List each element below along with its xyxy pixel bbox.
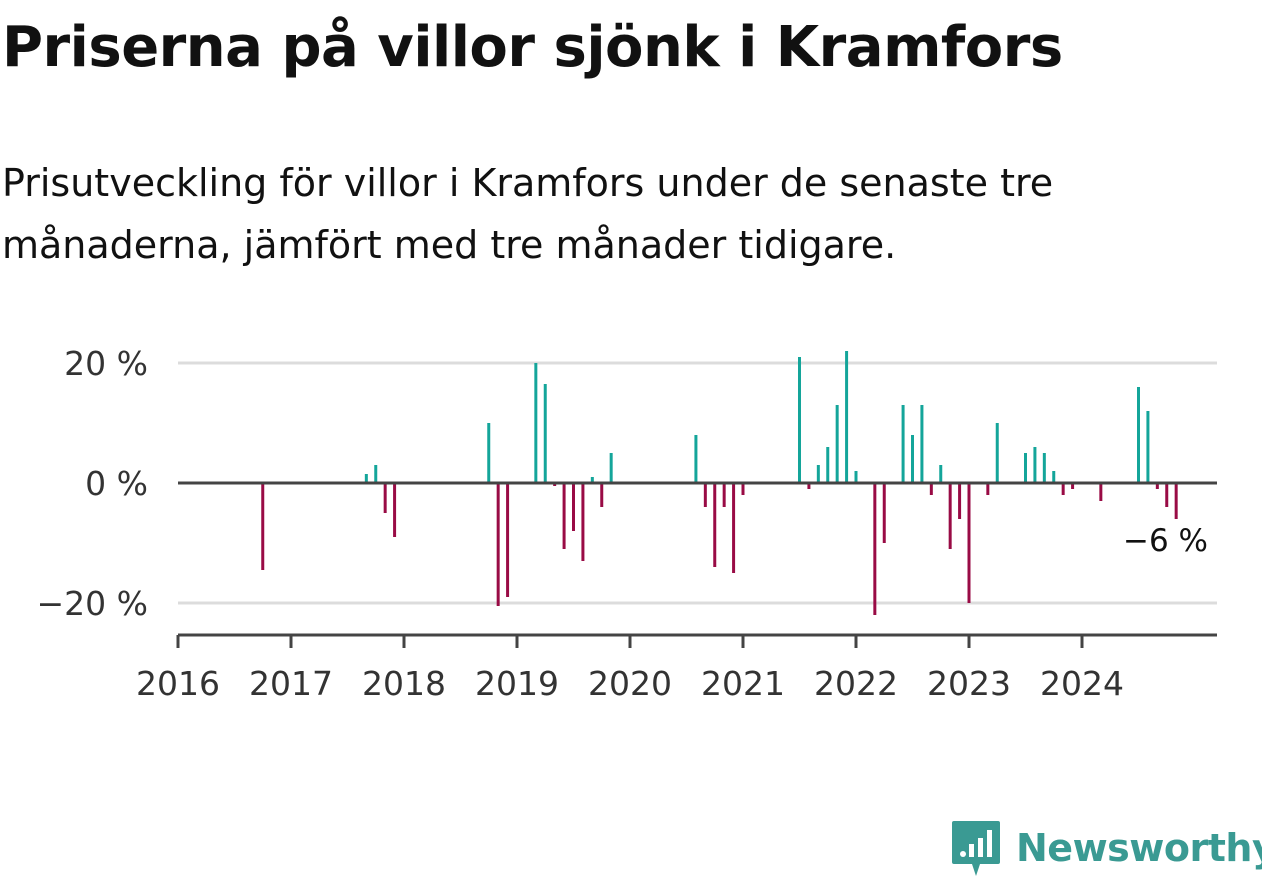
x-tick-label: 2024 bbox=[1040, 664, 1124, 703]
bar bbox=[732, 483, 736, 573]
bar bbox=[562, 483, 566, 549]
x-tick-label: 2017 bbox=[249, 664, 333, 703]
bar bbox=[694, 435, 698, 483]
bar bbox=[1165, 483, 1169, 507]
y-tick-label: 20 % bbox=[64, 344, 148, 383]
bar-chart-badge-icon bbox=[952, 821, 1000, 876]
labels: 20 % 0 % −20 % 2016 2017 2018 2019 2020 2021 2022… bbox=[37, 344, 1209, 703]
bar bbox=[393, 483, 397, 537]
bar bbox=[845, 351, 849, 483]
bar bbox=[364, 474, 368, 483]
bar bbox=[703, 483, 707, 507]
bar bbox=[986, 483, 990, 495]
bar bbox=[901, 405, 905, 483]
bar bbox=[967, 483, 971, 603]
bar bbox=[958, 483, 962, 519]
bar bbox=[929, 483, 933, 495]
x-tick-label: 2018 bbox=[362, 664, 446, 703]
bar bbox=[1042, 453, 1046, 483]
axes bbox=[176, 481, 1217, 648]
x-tick-label: 2020 bbox=[588, 664, 672, 703]
bar bbox=[911, 435, 914, 483]
newsworthy-logo: Newsworthy bbox=[950, 818, 1262, 878]
bar bbox=[1099, 483, 1103, 501]
bar bbox=[572, 483, 575, 531]
bar bbox=[1137, 387, 1140, 483]
bar bbox=[1061, 483, 1065, 495]
bar bbox=[713, 483, 717, 567]
chart-subtitle: Prisutveckling för villor i Kramfors und… bbox=[2, 161, 1054, 267]
bar bbox=[496, 483, 500, 606]
bar bbox=[920, 405, 924, 483]
bar bbox=[581, 483, 585, 561]
bar bbox=[506, 483, 510, 597]
bar bbox=[835, 405, 839, 483]
bar bbox=[873, 483, 877, 615]
bar bbox=[939, 465, 943, 483]
latest-value-label: −6 % bbox=[1123, 523, 1208, 559]
bar bbox=[741, 483, 745, 495]
bar bbox=[1155, 483, 1159, 489]
gridlines bbox=[178, 361, 1217, 605]
brand-name: Newsworthy bbox=[1016, 826, 1262, 870]
bar bbox=[487, 423, 491, 483]
x-tick-label: 2023 bbox=[927, 664, 1011, 703]
y-tick-label: −20 % bbox=[37, 584, 149, 623]
x-tick-label: 2019 bbox=[475, 664, 559, 703]
bar bbox=[534, 363, 538, 483]
x-tick-label: 2021 bbox=[701, 664, 785, 703]
bar bbox=[1052, 471, 1056, 483]
bar bbox=[722, 483, 726, 507]
bar bbox=[261, 483, 265, 570]
x-tick-label: 2016 bbox=[136, 664, 220, 703]
bar bbox=[798, 357, 801, 483]
bar bbox=[600, 483, 604, 507]
bar bbox=[1071, 483, 1075, 489]
bar bbox=[882, 483, 886, 543]
bar bbox=[609, 453, 613, 483]
y-tick-label: 0 % bbox=[85, 464, 148, 503]
bar bbox=[1146, 411, 1150, 483]
bar bbox=[383, 483, 387, 513]
bars bbox=[261, 351, 1178, 615]
bar bbox=[1174, 483, 1178, 519]
bar bbox=[948, 483, 952, 549]
bar bbox=[854, 471, 858, 483]
bar bbox=[374, 465, 378, 483]
bar bbox=[826, 447, 830, 483]
bar bbox=[1033, 447, 1037, 483]
bar bbox=[816, 465, 820, 483]
bar bbox=[1024, 453, 1027, 483]
bar bbox=[995, 423, 999, 483]
bar bbox=[590, 477, 594, 483]
bar bbox=[807, 483, 811, 489]
x-tick-label: 2022 bbox=[814, 664, 898, 703]
bar bbox=[543, 384, 547, 483]
chart-title: Priserna på villor sjönk i Kramfors bbox=[2, 15, 1063, 80]
